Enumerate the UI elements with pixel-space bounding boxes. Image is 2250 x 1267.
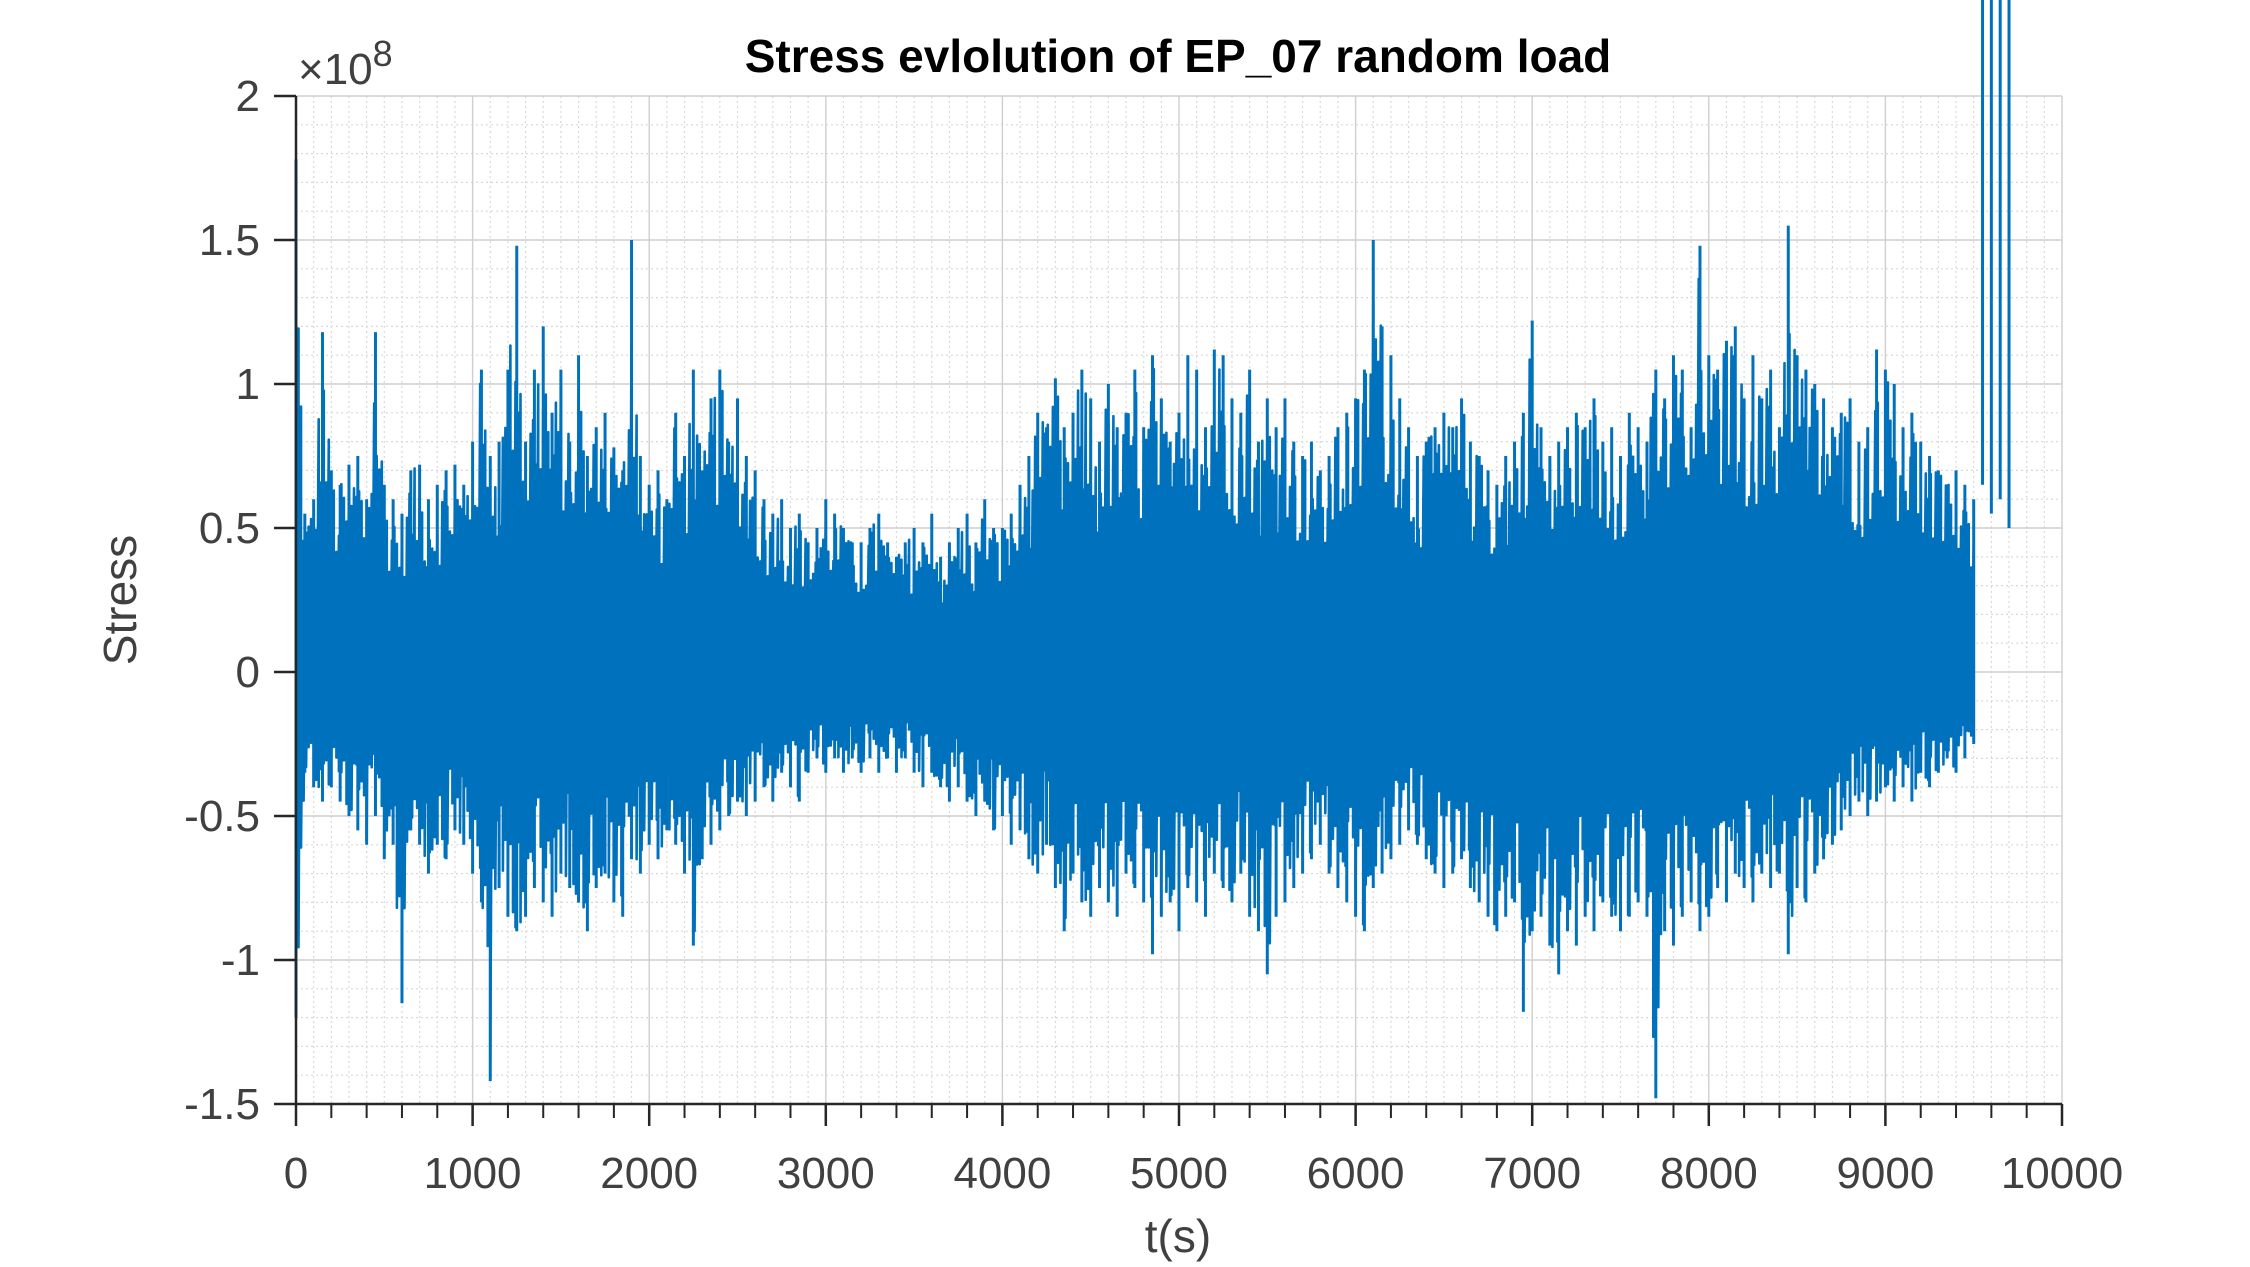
y-exponent-value: 8 [373,33,393,74]
y-tick-label: 1 [236,360,260,409]
x-tick-label: 8000 [1660,1149,1758,1198]
y-exponent-label: ×108 [298,33,393,94]
x-tick-label: 7000 [1483,1149,1581,1198]
y-tick-label: 1.5 [199,216,260,265]
x-axis-label: t(s) [1145,1210,1211,1262]
x-tick-label: 2000 [600,1149,698,1198]
y-tick-label: -1.5 [184,1080,260,1129]
ticks: 0 1000 2000 3000 4000 5000 6000 7000 8000 9000 100… [184,72,2123,1198]
x-tick-label: 0 [284,1149,308,1198]
y-tick-label: 2 [236,72,260,121]
y-tick-label: 0.5 [199,504,260,553]
y-axis-label: Stress [94,535,146,665]
x-tick-label: 3000 [777,1149,875,1198]
x-tick-label: 10000 [2001,1149,2123,1198]
series-layer [294,0,2011,1099]
x-tick-label: 5000 [1130,1149,1228,1198]
y-tick-label: 0 [236,648,260,697]
x-tick-label: 1000 [424,1149,522,1198]
y-tick-label: -1 [221,936,260,985]
x-tick-label: 9000 [1836,1149,1934,1198]
chart-title: Stress evlolution of EP_07 random load [745,30,1612,82]
x-tick-label: 4000 [953,1149,1051,1198]
y-tick-label: -0.5 [184,792,260,841]
y-exponent-prefix: ×10 [298,45,373,94]
x-tick-label: 6000 [1307,1149,1405,1198]
